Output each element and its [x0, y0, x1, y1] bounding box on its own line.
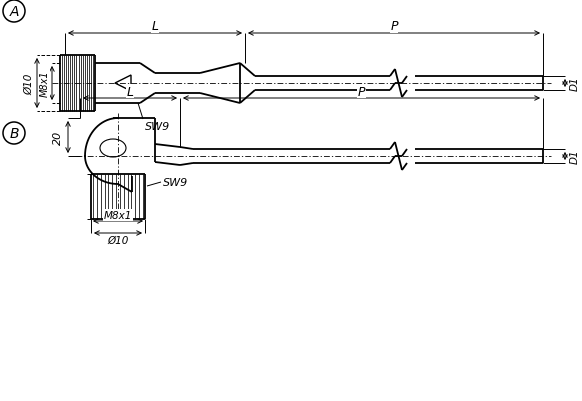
Text: SW9: SW9: [163, 178, 188, 188]
Text: B: B: [9, 127, 19, 141]
Text: M8x1: M8x1: [104, 211, 132, 221]
Text: M8x1: M8x1: [40, 71, 50, 97]
Text: P: P: [358, 85, 365, 98]
Text: A: A: [9, 5, 19, 19]
Text: L: L: [151, 20, 158, 33]
Text: Ø10: Ø10: [24, 73, 34, 95]
Text: D1: D1: [570, 77, 580, 91]
Text: Ø10: Ø10: [107, 235, 129, 245]
Text: SW9: SW9: [145, 122, 171, 132]
Text: 20: 20: [53, 131, 63, 145]
Text: L: L: [126, 85, 133, 98]
Text: P: P: [391, 20, 398, 33]
Text: D1: D1: [570, 149, 580, 164]
